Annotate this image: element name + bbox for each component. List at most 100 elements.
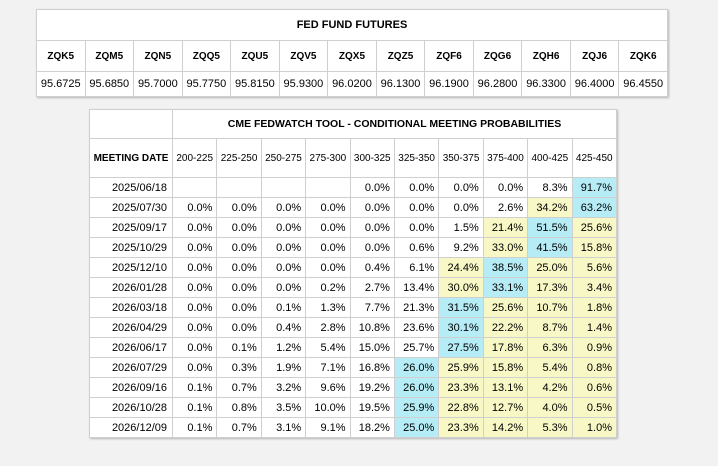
probability-cell: 18.2% [349,417,395,438]
rate-range-header-225-250: 225-250 [216,138,262,178]
probability-cell: 4.0% [527,397,573,418]
table-row: 2026/01/28 0.0% 0.0% 0.0% 0.2% 2.7% 13.4% 30.0%… [89,277,618,298]
probability-cell: 0.4% [349,257,395,278]
probability-cell: 17.3% [527,277,573,298]
probability-cell: 7.7% [349,297,395,318]
probability-cell: 0.0% [171,317,218,338]
probability-cell: 3.5% [260,397,307,418]
rate-range-header-325-350: 325-350 [393,138,440,178]
probability-cell: 15.8% [571,237,618,258]
probability-cell: 27.5% [438,337,484,358]
probability-cell: 5.6% [571,257,618,278]
probability-cell: 3.4% [571,277,618,298]
futures-price-zqm5: 95.6850 [84,71,135,97]
probability-cell: 3.1% [260,417,307,438]
fedwatch-title: CME FEDWATCH TOOL - CONDITIONAL MEETING … [172,109,617,139]
meeting-date-header: MEETING DATE [89,138,173,178]
probability-cell [260,177,307,198]
probability-cell: 0.5% [571,397,618,418]
rate-range-header-275-300: 275-300 [305,138,351,178]
probability-cell: 8.7% [527,317,573,338]
probability-cell: 0.0% [171,277,218,298]
probability-cell: 1.3% [305,297,351,318]
probability-cell: 51.5% [527,217,573,238]
probability-cell: 0.0% [305,237,351,258]
rate-range-header-200-225: 200-225 [171,138,218,178]
probability-cell: 17.8% [482,337,529,358]
futures-contract-zqu5: ZQU5 [230,40,280,72]
futures-contract-zqv5: ZQV5 [278,40,329,72]
probability-cell: 0.0% [260,237,307,258]
probability-cell: 0.0% [393,217,440,238]
table-row: 2025/12/10 0.0% 0.0% 0.0% 0.0% 0.4% 6.1% 24.4% 3… [89,257,618,278]
futures-contract-row: ZQK5 ZQM5 ZQN5 ZQQ5 ZQU5 ZQV5 ZQX5 ZQZ5 ZQF6 ZQG6… [36,40,668,72]
futures-price-zqu5: 95.8150 [230,71,280,97]
probability-cell: 3.2% [260,377,307,398]
meeting-date-cell: 2025/07/30 [89,197,173,218]
probability-cell: 0.0% [216,197,262,218]
probability-cell: 30.0% [438,277,484,298]
probability-cell: 0.1% [216,337,262,358]
probability-cell: 0.1% [260,297,307,318]
probability-cell: 10.8% [349,317,395,338]
probability-cell: 0.0% [393,197,440,218]
probability-cell: 1.8% [571,297,618,318]
rate-range-header-350-375: 350-375 [438,138,484,178]
probability-cell: 23.6% [393,317,440,338]
meeting-date-cell: 2026/10/28 [89,397,173,418]
probability-cell: 0.0% [393,177,440,198]
probability-cell: 1.4% [571,317,618,338]
probability-cell: 8.3% [527,177,573,198]
probability-cell: 1.5% [438,217,484,238]
probability-cell: 25.6% [571,217,618,238]
probability-cell: 38.5% [482,257,529,278]
fedwatch-probabilities-table: CME FEDWATCH TOOL - CONDITIONAL MEETING … [89,109,618,438]
futures-title: FED FUND FUTURES [36,9,668,41]
probability-cell: 0.0% [216,257,262,278]
futures-contract-zqf6: ZQF6 [424,40,474,72]
probability-cell: 0.7% [216,417,262,438]
futures-price-zqx5: 96.0200 [327,71,377,97]
probability-cell: 63.2% [571,197,618,218]
probability-cell: 25.9% [393,397,440,418]
probability-cell: 19.2% [349,377,395,398]
meeting-date-cell: 2026/01/28 [89,277,173,298]
probability-cell: 25.0% [527,257,573,278]
futures-price-row: 95.6725 95.6850 95.7000 95.7750 95.8150 95.93… [36,71,668,97]
probability-cell: 0.8% [216,397,262,418]
probability-cell: 0.0% [305,217,351,238]
probability-cell: 0.0% [305,197,351,218]
futures-contract-zqj6: ZQJ6 [569,40,620,72]
probability-cell: 0.0% [216,297,262,318]
probability-cell: 0.0% [171,237,218,258]
probability-cell: 0.0% [260,277,307,298]
table-row: 2025/07/30 0.0% 0.0% 0.0% 0.0% 0.0% 0.0% 0.0% 2.… [89,197,618,218]
futures-contract-zqz5: ZQZ5 [375,40,426,72]
probability-cell: 0.0% [216,277,262,298]
futures-price-zqz5: 96.1300 [375,71,426,97]
table-corner-cell [89,109,173,139]
probability-cell: 25.6% [482,297,529,318]
probability-cell [171,177,218,198]
table-row: 2026/06/17 0.0% 0.1% 1.2% 5.4% 15.0% 25.7% 27.5… [89,337,618,358]
rate-range-header-250-275: 250-275 [260,138,307,178]
probability-cell: 2.8% [305,317,351,338]
futures-contract-zqq5: ZQQ5 [181,40,232,72]
probability-cell: 5.3% [527,417,573,438]
probability-cell: 0.2% [305,277,351,298]
probability-cell: 2.7% [349,277,395,298]
meeting-date-cell: 2026/12/09 [89,417,173,438]
rate-range-header-400-425: 400-425 [527,138,573,178]
probability-cell: 23.3% [438,377,484,398]
probability-cell: 10.7% [527,297,573,318]
probability-cell: 0.0% [349,177,395,198]
probability-cell: 21.3% [393,297,440,318]
probability-cell: 0.7% [216,377,262,398]
probability-cell: 41.5% [527,237,573,258]
futures-contract-zqk5: ZQK5 [36,40,86,72]
futures-price-zqn5: 95.7000 [133,71,183,97]
probability-cell: 0.0% [171,217,218,238]
probability-cell: 0.0% [260,197,307,218]
probability-cell: 26.0% [393,377,440,398]
meeting-date-cell: 2026/09/16 [89,377,173,398]
